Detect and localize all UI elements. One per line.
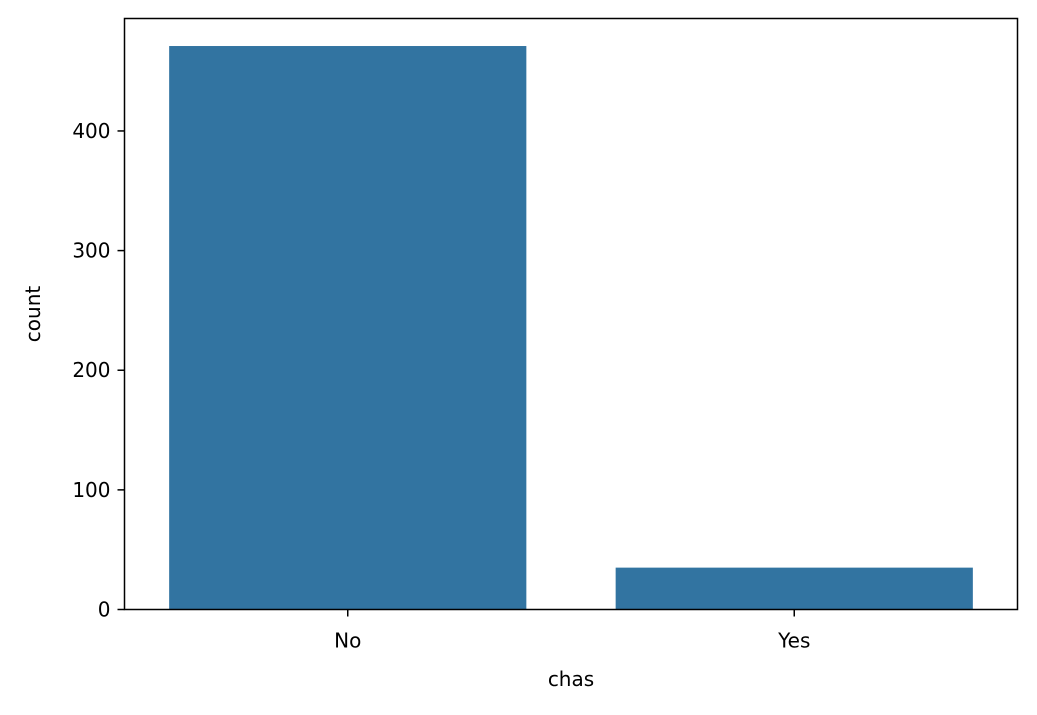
x-axis-label: chas — [548, 667, 594, 691]
y-tick-label: 400 — [72, 119, 110, 143]
bars-layer — [169, 46, 973, 610]
x-axis-ticks: No Yes — [334, 609, 810, 653]
y-tick-label: 100 — [72, 478, 110, 502]
y-tick-label: 300 — [72, 239, 110, 263]
bar-yes — [615, 567, 973, 610]
x-tick-label: No — [334, 629, 361, 653]
axes-frame — [123, 17, 1019, 611]
bar-no — [169, 46, 527, 610]
x-tick-label: Yes — [777, 629, 810, 653]
y-tick-label: 200 — [72, 358, 110, 382]
y-axis-ticks: 0 100 200 300 400 — [72, 119, 125, 622]
y-tick-label: 0 — [98, 598, 111, 622]
y-axis-label: count — [21, 286, 45, 343]
